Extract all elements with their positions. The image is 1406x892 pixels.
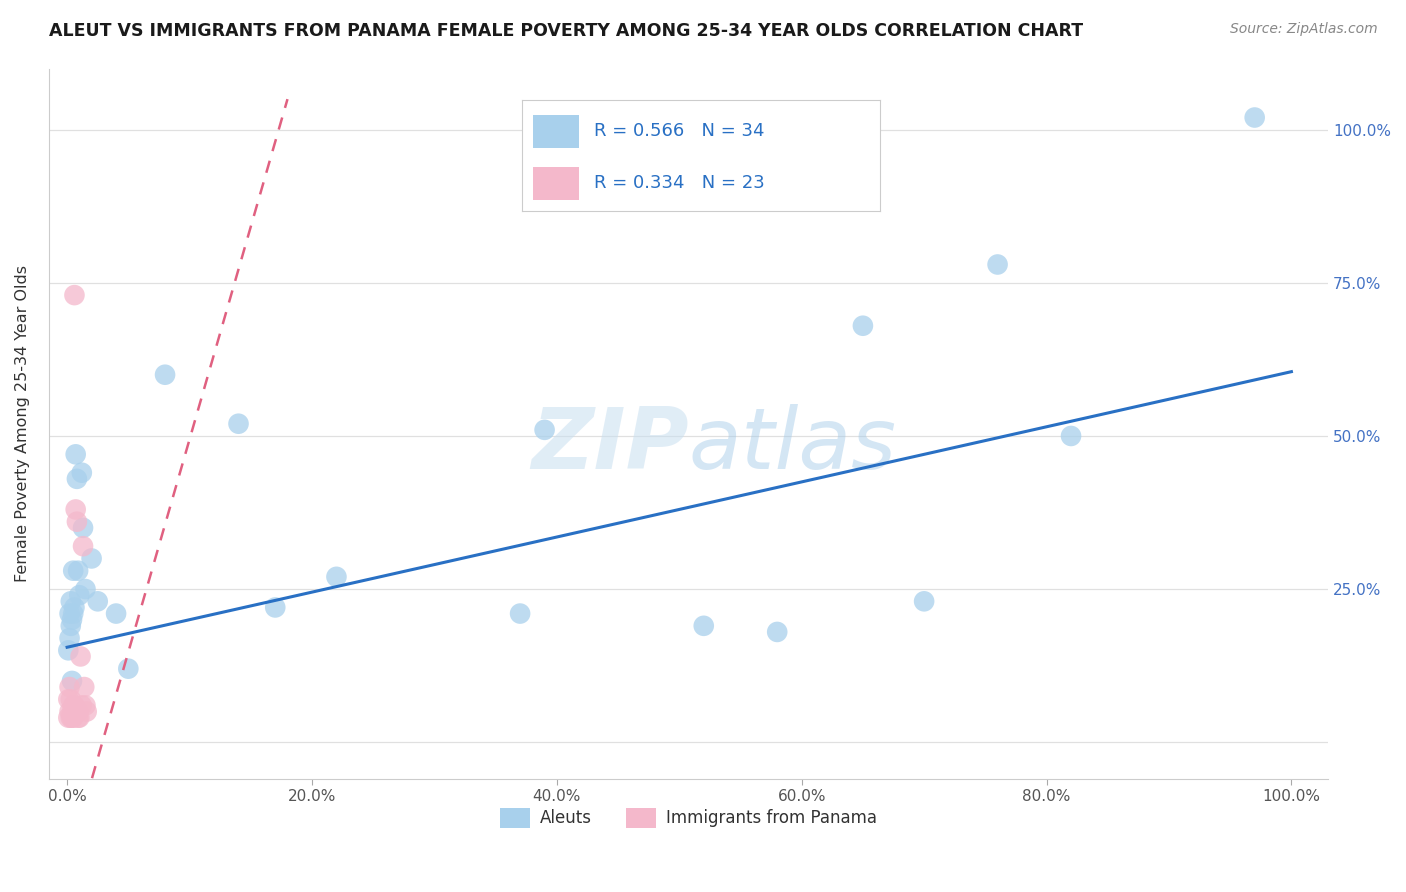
Point	[70, 698, 93, 713]
Point	[63, 288, 86, 302]
Point	[59, 619, 82, 633]
Text: ZIP: ZIP	[531, 403, 689, 486]
Point	[59, 692, 82, 706]
Text: Source: ZipAtlas.com: Source: ZipAtlas.com	[1230, 22, 1378, 37]
Point	[62, 698, 84, 713]
Point	[58, 631, 80, 645]
Point	[87, 594, 110, 608]
Point	[117, 662, 139, 676]
Point	[58, 680, 80, 694]
Point	[59, 594, 82, 608]
Point	[60, 705, 83, 719]
Point	[533, 423, 555, 437]
Point	[72, 521, 94, 535]
Point	[105, 607, 128, 621]
Point	[912, 594, 935, 608]
Point	[63, 698, 86, 713]
Point	[65, 447, 87, 461]
Text: atlas: atlas	[689, 403, 897, 486]
Point	[60, 613, 83, 627]
Point	[62, 711, 84, 725]
Point	[1243, 111, 1265, 125]
Point	[67, 705, 90, 719]
Point	[264, 600, 287, 615]
Text: ALEUT VS IMMIGRANTS FROM PANAMA FEMALE POVERTY AMONG 25-34 YEAR OLDS CORRELATION: ALEUT VS IMMIGRANTS FROM PANAMA FEMALE P…	[49, 22, 1084, 40]
Point	[75, 698, 97, 713]
Point	[69, 649, 91, 664]
Point	[70, 466, 93, 480]
Point	[66, 515, 89, 529]
Point	[987, 258, 1010, 272]
Point	[58, 692, 80, 706]
Point	[80, 551, 103, 566]
Point	[1060, 429, 1083, 443]
Point	[228, 417, 250, 431]
Point	[73, 680, 96, 694]
Point	[325, 570, 347, 584]
Point	[65, 502, 87, 516]
Point	[62, 564, 84, 578]
Point	[60, 711, 83, 725]
Point	[67, 564, 90, 578]
Point	[693, 619, 716, 633]
Point	[58, 643, 80, 657]
Point	[58, 607, 80, 621]
Legend: Aleuts, Immigrants from Panama: Aleuts, Immigrants from Panama	[494, 801, 883, 835]
Point	[60, 673, 83, 688]
Point	[67, 711, 90, 725]
Y-axis label: Female Poverty Among 25-34 Year Olds: Female Poverty Among 25-34 Year Olds	[15, 265, 30, 582]
Point	[72, 539, 94, 553]
Point	[852, 318, 875, 333]
Point	[66, 472, 89, 486]
Point	[63, 600, 86, 615]
Point	[59, 711, 82, 725]
Point	[58, 705, 80, 719]
Point	[766, 624, 789, 639]
Point	[67, 588, 90, 602]
Point	[58, 711, 80, 725]
Point	[76, 705, 98, 719]
Point	[67, 711, 90, 725]
Point	[75, 582, 97, 596]
Point	[62, 607, 84, 621]
Point	[153, 368, 176, 382]
Point	[509, 607, 531, 621]
